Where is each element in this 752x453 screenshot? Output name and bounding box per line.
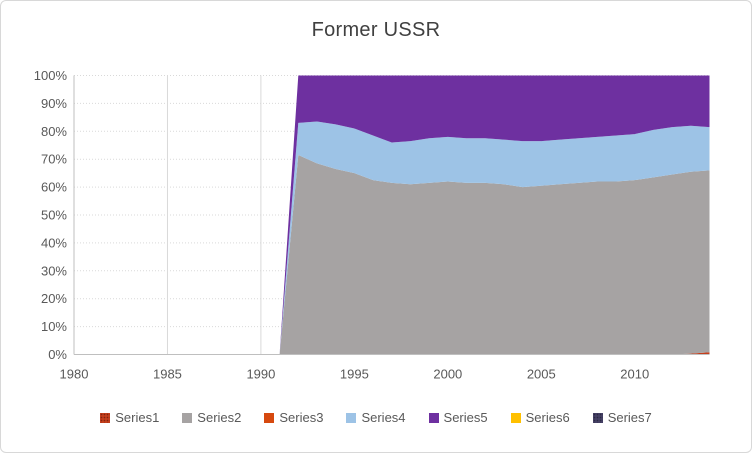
- legend-swatch-series7: [592, 412, 603, 423]
- y-tick-label-100: 100%: [34, 68, 68, 83]
- y-tick-label-90: 90%: [41, 96, 67, 111]
- area-series2: [279, 155, 710, 355]
- legend-label-series1: Series1: [115, 410, 160, 425]
- legend-label-series5: Series5: [443, 410, 488, 425]
- legend-item-series4: Series4: [346, 410, 406, 425]
- legend-swatch-series6: [510, 412, 521, 423]
- legend-item-series5: Series5: [428, 410, 488, 425]
- legend-label-series6: Series6: [525, 410, 570, 425]
- y-tick-label-20: 20%: [41, 291, 67, 306]
- y-tick-label-70: 70%: [41, 152, 67, 167]
- chart-title: Former USSR: [311, 19, 441, 41]
- legend-swatch-series2: [182, 412, 193, 423]
- x-tick-label-2010: 2010: [620, 367, 649, 382]
- legend-item-series2: Series2: [182, 410, 241, 425]
- y-tick-label-0: 0%: [48, 347, 67, 362]
- legend-swatch-series5: [428, 412, 439, 423]
- legend-item-series1: Series1: [100, 410, 159, 425]
- area-series5: [279, 75, 710, 355]
- area-series4: [279, 121, 710, 355]
- y-tick-label-80: 80%: [41, 124, 67, 139]
- legend-label-series7: Series7: [607, 410, 652, 425]
- legend-label-series4: Series4: [361, 410, 406, 425]
- y-tick-label-60: 60%: [41, 180, 67, 195]
- y-tick-label-50: 50%: [41, 208, 67, 223]
- x-tick-label-1985: 1985: [153, 367, 182, 382]
- legend-item-series3: Series3: [264, 410, 323, 425]
- x-tick-label-2005: 2005: [527, 367, 556, 382]
- x-tick-label-1990: 1990: [246, 367, 275, 382]
- legend-swatch-series3: [264, 412, 275, 423]
- y-tick-label-30: 30%: [41, 263, 67, 278]
- legend-item-series6: Series6: [510, 410, 570, 425]
- legend-label-series2: Series2: [197, 410, 242, 425]
- y-tick-label-40: 40%: [41, 235, 67, 250]
- legend-item-series7: Series7: [592, 410, 652, 425]
- x-tick-label-1980: 1980: [60, 367, 89, 382]
- x-tick-label-1995: 1995: [340, 367, 369, 382]
- legend: Series1 Series2 Series3 Series4 Series5 Serie…: [1, 410, 751, 425]
- x-tick-label-2000: 2000: [433, 367, 462, 382]
- legend-label-series3: Series3: [279, 410, 324, 425]
- y-tick-label-10: 10%: [41, 319, 67, 334]
- legend-swatch-series1: [100, 412, 111, 423]
- legend-swatch-series4: [346, 412, 357, 423]
